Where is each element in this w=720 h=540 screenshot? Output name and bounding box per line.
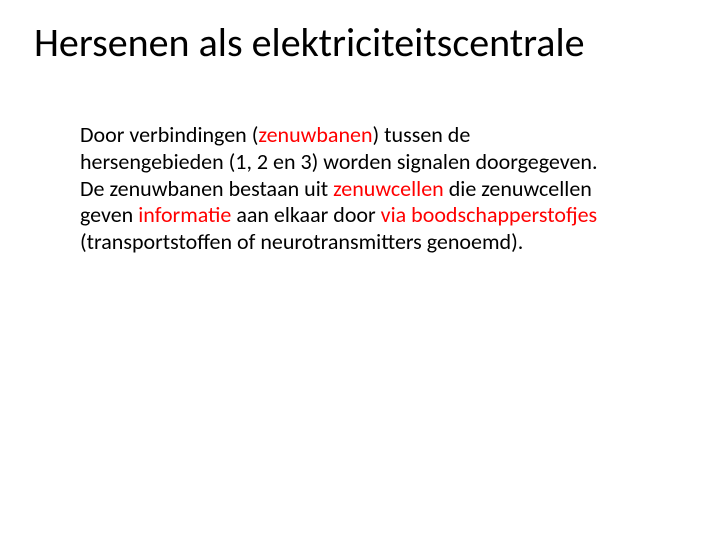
slide-body: Door verbindingen (zenuwbanen) tussen de… — [80, 122, 610, 256]
slide-title: Hersenen als elektriciteitscentrale — [34, 18, 686, 67]
body-text-1: Door verbindingen ( — [80, 121, 258, 148]
body-text-9: (transportstoffen of neurotransmitters g… — [80, 228, 523, 255]
body-highlight-zenuwcellen: zenuwcellen — [333, 175, 444, 202]
body-text-7: aan elkaar door — [231, 201, 380, 228]
slide: Hersenen als elektriciteitscentrale Door… — [0, 0, 720, 540]
body-highlight-boodschapperstofjes: via boodschapperstofjes — [381, 201, 598, 228]
body-highlight-zenuwbanen: zenuwbanen — [258, 121, 372, 148]
body-highlight-informatie: informatie — [138, 201, 231, 228]
